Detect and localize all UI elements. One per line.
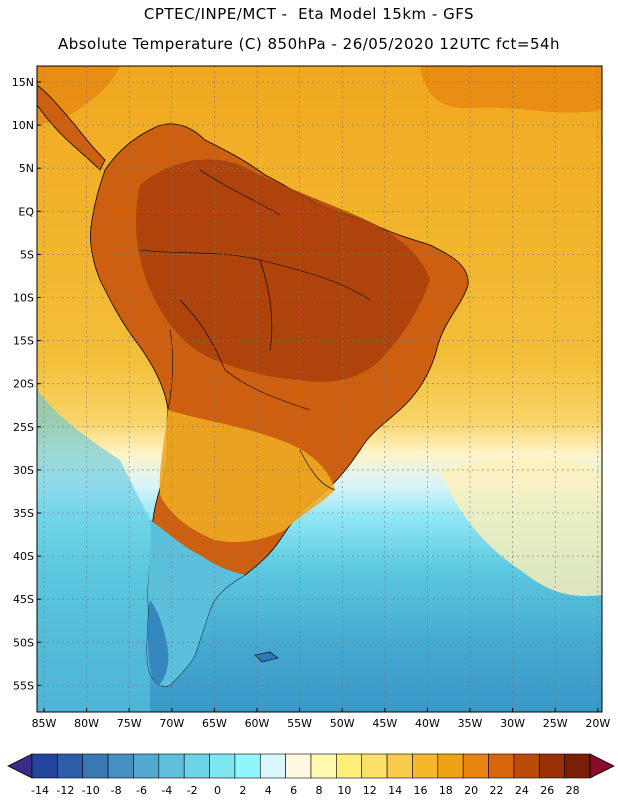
colorbar-swatch [412, 753, 439, 779]
lat-label: 55S [13, 679, 34, 692]
colorbar-swatch [488, 753, 515, 779]
colorbar-label: -10 [82, 784, 100, 797]
map-gridlines [37, 66, 602, 712]
colorbar-swatch [513, 753, 540, 779]
map-plot-area [37, 66, 602, 712]
colorbar-label: 18 [439, 784, 453, 797]
colorbar-label: -6 [136, 784, 147, 797]
colorbar-swatch [310, 753, 337, 779]
colorbar-swatch [462, 753, 489, 779]
title-line-1: CPTEC/INPE/MCT - Eta Model 15km - GFS [143, 5, 475, 23]
lat-label: 15N [12, 76, 34, 89]
central-america-land [37, 84, 106, 171]
colorbar-swatch [285, 753, 312, 779]
latitude-labels: 15N 10N 5N EQ 5S 10S 15S 20S 25S 30S 35S 40S 45S 50S 5… [12, 76, 41, 692]
colorbar-label: 4 [265, 784, 272, 797]
colorbar-swatch [437, 753, 464, 779]
lon-label: 30W [500, 717, 525, 730]
colorbar-label: -12 [56, 784, 74, 797]
atlantic-warm-tongue [440, 458, 602, 596]
colorbar-label: -4 [161, 784, 172, 797]
colorbar-swatch [538, 753, 565, 779]
colorbar-label: 22 [490, 784, 504, 797]
lat-label: 25S [13, 421, 34, 434]
colorbar-label: 8 [316, 784, 323, 797]
lat-label: 5N [19, 162, 34, 175]
lon-label: 20W [585, 717, 610, 730]
lat-label: EQ [18, 205, 34, 218]
colorbar-swatch [234, 753, 261, 779]
lat-label: 20S [13, 378, 34, 391]
lon-label: 45W [372, 717, 397, 730]
lat-label: 10S [13, 292, 34, 305]
colorbar-swatch [209, 753, 236, 779]
southern-cone-mild-zone [159, 410, 335, 542]
colorbar-swatch [158, 753, 185, 779]
andes-cold-strip [148, 600, 169, 686]
colorbar-label: 10 [337, 784, 351, 797]
colorbar-label: 14 [388, 784, 402, 797]
colorbar-label: 16 [413, 784, 427, 797]
lon-label: 25W [543, 717, 568, 730]
lon-label: 70W [159, 717, 184, 730]
lat-label: 15S [13, 335, 34, 348]
colorbar-label: -2 [187, 784, 198, 797]
colorbar-label: 26 [540, 784, 554, 797]
colorbar-swatch [82, 753, 109, 779]
colorbar-swatch [259, 753, 286, 779]
colorbar-swatch [336, 753, 363, 779]
lat-label: 35S [13, 507, 34, 520]
lon-label: 85W [32, 717, 57, 730]
colorbar: -14 -12 -10 -8 -6 -4 -2 0 2 4 6 8 10 12 14 16 18 20 22 24 26… [7, 753, 615, 797]
amazon-hot-zone [135, 159, 430, 382]
colorbar-swatch [361, 753, 388, 779]
colorbar-label: 24 [515, 784, 529, 797]
lat-label: 50S [13, 636, 34, 649]
colorbar-label: 6 [290, 784, 297, 797]
colorbar-arrow-high [589, 753, 615, 779]
colorbar-swatch [183, 753, 210, 779]
lon-label: 60W [245, 717, 270, 730]
lon-label: 65W [202, 717, 227, 730]
country-borders [139, 169, 371, 491]
colorbar-swatch [57, 753, 84, 779]
colorbar-swatch [31, 753, 58, 779]
colorbar-swatch [133, 753, 160, 779]
lon-label: 80W [74, 717, 99, 730]
colorbar-label: 20 [464, 784, 478, 797]
lon-label: 40W [415, 717, 440, 730]
colorbar-arrow-low [7, 753, 33, 779]
falklands-islands [254, 651, 279, 663]
colorbar-swatch [107, 753, 134, 779]
colorbar-label: 2 [239, 784, 246, 797]
colorbar-label: -8 [111, 784, 122, 797]
lon-label: 50W [330, 717, 355, 730]
colorbar-label: 0 [214, 784, 221, 797]
lat-label: 5S [20, 248, 34, 261]
colorbar-label: -14 [31, 784, 49, 797]
lat-label: 10N [12, 119, 34, 132]
colorbar-swatch [386, 753, 413, 779]
lat-label: 40S [13, 550, 34, 563]
pacific-cool-zone [37, 390, 150, 712]
colorbar-swatch [564, 753, 591, 779]
lat-label: 30S [13, 464, 34, 477]
map-frame [36, 65, 603, 713]
ocean-warm-patch [420, 66, 602, 113]
lat-label: 45S [13, 593, 34, 606]
lon-label: 35W [458, 717, 483, 730]
colorbar-label: 28 [566, 784, 580, 797]
lon-label: 55W [287, 717, 312, 730]
title-line-2: Absolute Temperature (C) 850hPa - 26/05/… [57, 35, 561, 53]
longitude-labels: 85W 80W 75W 70W 65W 60W 55W 50W 45W 40W 35W 30W 25W 2… [32, 708, 610, 730]
colorbar-label: 12 [363, 784, 377, 797]
lon-label: 75W [117, 717, 142, 730]
